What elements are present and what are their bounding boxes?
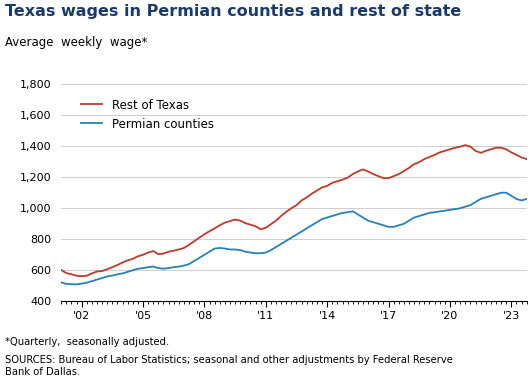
Rest of Texas — [222, 220, 228, 225]
Permian counties — [437, 209, 443, 214]
Text: *Quarterly,  seasonally adjusted.: *Quarterly, seasonally adjusted. — [5, 337, 170, 347]
Text: SOURCES: Bureau of Labor Statistics; seasonal and other adjustments by Federal R: SOURCES: Bureau of Labor Statistics; sea… — [5, 355, 453, 377]
Permian counties — [227, 247, 233, 252]
Permian counties — [130, 268, 136, 272]
Rest of Texas — [503, 147, 510, 152]
Text: Average  weekly  wage*: Average weekly wage* — [5, 36, 148, 49]
Rest of Texas — [58, 268, 64, 272]
Rest of Texas — [437, 150, 443, 155]
Permian counties — [222, 246, 228, 251]
Text: Texas wages in Permian counties and rest of state: Texas wages in Permian counties and rest… — [5, 4, 462, 19]
Rest of Texas — [227, 219, 233, 223]
Rest of Texas — [288, 206, 295, 211]
Line: Permian counties: Permian counties — [61, 162, 532, 284]
Line: Rest of Texas: Rest of Texas — [61, 107, 532, 276]
Permian counties — [503, 190, 510, 195]
Rest of Texas — [78, 274, 85, 279]
Permian counties — [288, 235, 295, 240]
Legend: Rest of Texas, Permian counties: Rest of Texas, Permian counties — [77, 94, 219, 135]
Rest of Texas — [130, 256, 136, 261]
Permian counties — [73, 282, 80, 287]
Permian counties — [58, 280, 64, 285]
